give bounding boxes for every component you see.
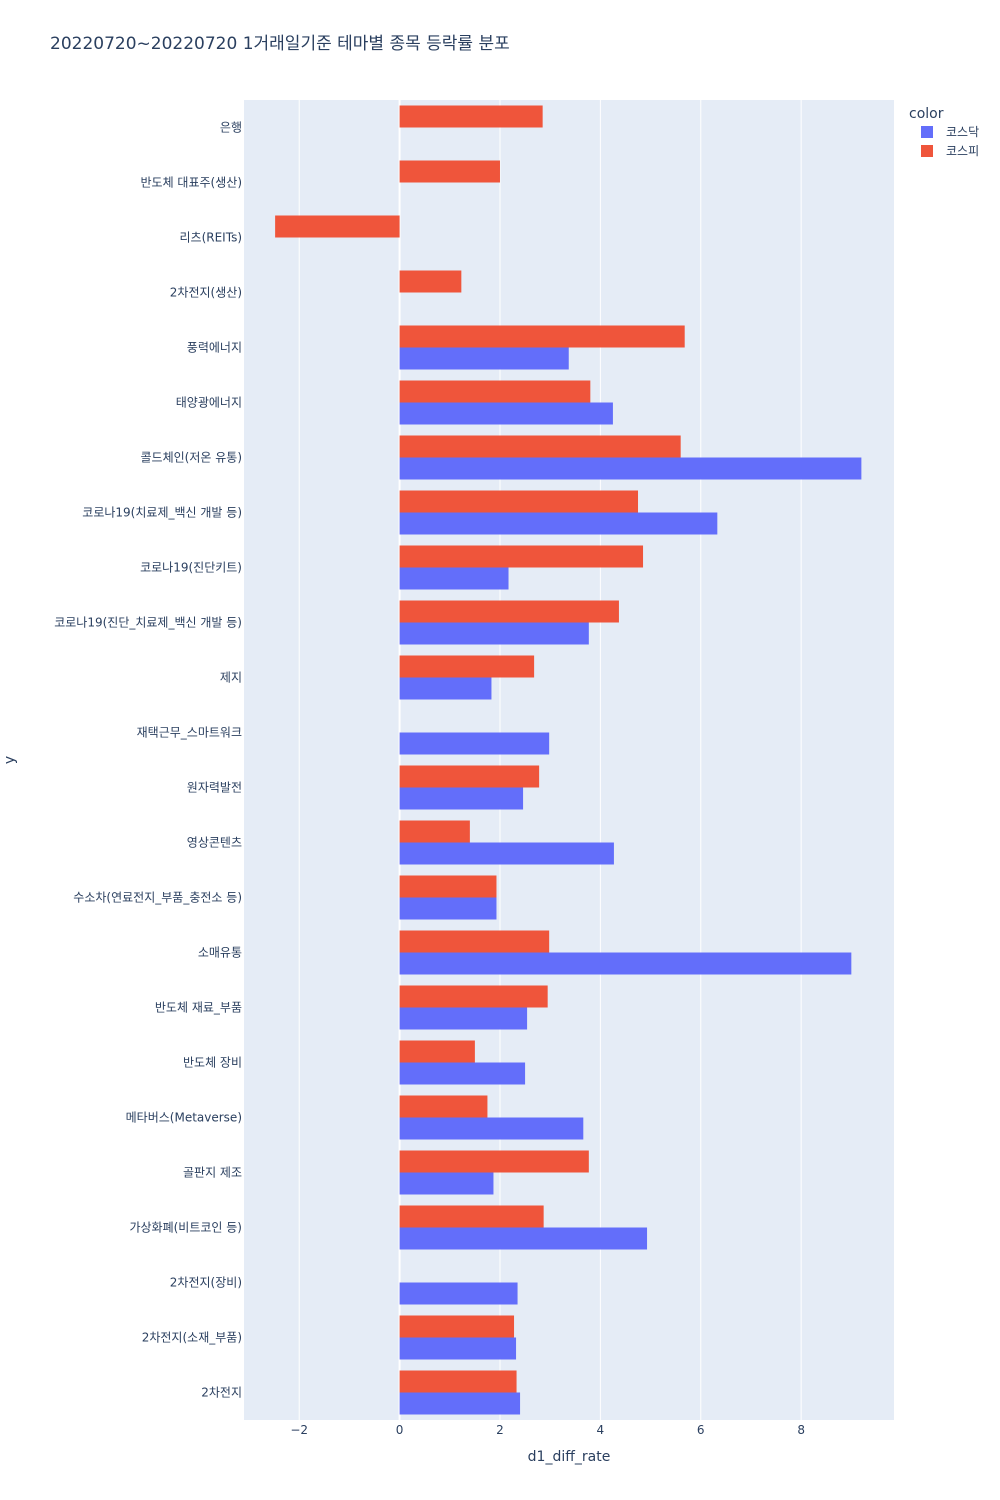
bar-kospi[interactable] (399, 600, 619, 623)
y-tick-label: 반도체 대표주(생산) (141, 176, 243, 190)
x-axis-title: d1_diff_rate (528, 1449, 611, 1465)
bar-kospi[interactable] (399, 1150, 589, 1173)
legend-swatch[interactable] (921, 145, 933, 157)
bar-kosdaq[interactable] (399, 1282, 518, 1305)
y-tick-label: 골판지 제조 (183, 1166, 242, 1180)
bar-kospi[interactable] (399, 655, 535, 678)
bar-kospi[interactable] (399, 1040, 475, 1063)
x-tick-label: 8 (797, 1423, 805, 1437)
x-tick-label: −2 (290, 1423, 308, 1437)
bar-kosdaq[interactable] (399, 1172, 494, 1195)
y-tick-label: 재택근무_스마트워크 (137, 726, 242, 740)
bar-kosdaq[interactable] (399, 1117, 584, 1140)
bar-kospi[interactable] (399, 380, 591, 403)
y-axis-title: y (2, 756, 18, 764)
y-tick-label: 2차전지(생산) (170, 286, 242, 300)
bar-kosdaq[interactable] (399, 1227, 648, 1250)
bar-kospi[interactable] (399, 435, 681, 458)
bar-kosdaq[interactable] (399, 457, 862, 480)
y-tick-label: 소매유통 (198, 946, 242, 960)
bar-kospi[interactable] (399, 820, 470, 843)
y-tick-label: 콜드체인(저온 유통) (141, 451, 243, 465)
y-tick-label: 2차전지(장비) (170, 1276, 242, 1290)
bar-kosdaq[interactable] (399, 952, 852, 975)
y-tick-label: 가상화폐(비트코인 등) (129, 1221, 242, 1235)
bar-kospi[interactable] (399, 1205, 544, 1228)
bar-kospi[interactable] (399, 160, 500, 183)
legend-label[interactable]: 코스닥 (946, 125, 979, 139)
legend-title: color (909, 106, 944, 122)
bar-kosdaq[interactable] (399, 512, 718, 535)
chart-title: 20220720~20220720 1거래일기준 테마별 종목 등락률 분포 (50, 34, 510, 54)
bar-kosdaq[interactable] (399, 897, 497, 920)
y-tick-label: 은행 (220, 120, 242, 135)
bar-kospi[interactable] (399, 1315, 515, 1338)
y-tick-label: 반도체 재료_부품 (155, 1001, 242, 1015)
y-tick-label: 코로나19(진단_치료제_백신 개발 등) (54, 616, 242, 630)
x-tick-label: 0 (396, 1423, 404, 1437)
bar-kosdaq[interactable] (399, 732, 550, 755)
bar-kospi[interactable] (399, 545, 644, 568)
bar-kospi[interactable] (399, 930, 550, 953)
bar-kospi[interactable] (399, 985, 548, 1008)
bar-kospi[interactable] (399, 490, 639, 513)
y-tick-label: 반도체 장비 (183, 1056, 242, 1070)
bars (275, 105, 862, 1415)
bar-kosdaq[interactable] (399, 787, 524, 810)
bar-kosdaq[interactable] (399, 1007, 528, 1030)
bar-kospi[interactable] (275, 215, 400, 238)
y-tick-label: 수소차(연료전지_부품_충전소 등) (73, 891, 242, 905)
x-tick-label: 2 (496, 1423, 504, 1437)
y-tick-label: 2차전지 (201, 1386, 242, 1400)
legend-label[interactable]: 코스피 (946, 144, 979, 158)
bar-kosdaq[interactable] (399, 347, 569, 370)
bar-kosdaq[interactable] (399, 1062, 526, 1085)
bar-kosdaq[interactable] (399, 842, 614, 865)
y-tick-label: 코로나19(진단키트) (140, 561, 242, 575)
bar-kospi[interactable] (399, 105, 543, 128)
legend-swatch[interactable] (921, 126, 933, 138)
bar-kosdaq[interactable] (399, 567, 509, 590)
bar-kospi[interactable] (399, 325, 685, 348)
y-tick-label: 제지 (220, 671, 242, 685)
y-tick-label: 태양광에너지 (176, 396, 242, 410)
plot-area (244, 100, 894, 1420)
bar-kospi[interactable] (399, 270, 462, 293)
x-axis-ticks: −2 0 2 4 6 8 (290, 1423, 805, 1437)
bar-kosdaq[interactable] (399, 1392, 521, 1415)
bar-kosdaq[interactable] (399, 677, 492, 700)
y-tick-label: 영상콘텐츠 (187, 836, 242, 850)
bar-kospi[interactable] (399, 1095, 488, 1118)
x-tick-label: 6 (697, 1423, 705, 1437)
bar-kosdaq[interactable] (399, 622, 589, 645)
y-tick-label: 2차전지(소재_부품) (142, 1331, 242, 1345)
y-tick-label: 코로나19(치료제_백신 개발 등) (82, 506, 242, 520)
x-tick-label: 4 (597, 1423, 605, 1437)
bar-kospi[interactable] (399, 765, 540, 788)
bar-kosdaq[interactable] (399, 1337, 517, 1360)
bar-kospi[interactable] (399, 1370, 517, 1393)
y-tick-label: 리츠(REITs) (180, 231, 243, 245)
bar-kospi[interactable] (399, 875, 497, 898)
y-tick-label: 원자력발전 (187, 781, 242, 795)
y-tick-label: 풍력에너지 (187, 341, 242, 355)
gridlines (298, 100, 802, 1420)
y-tick-label: 메타버스(Metaverse) (126, 1111, 242, 1125)
bar-kosdaq[interactable] (399, 402, 613, 425)
